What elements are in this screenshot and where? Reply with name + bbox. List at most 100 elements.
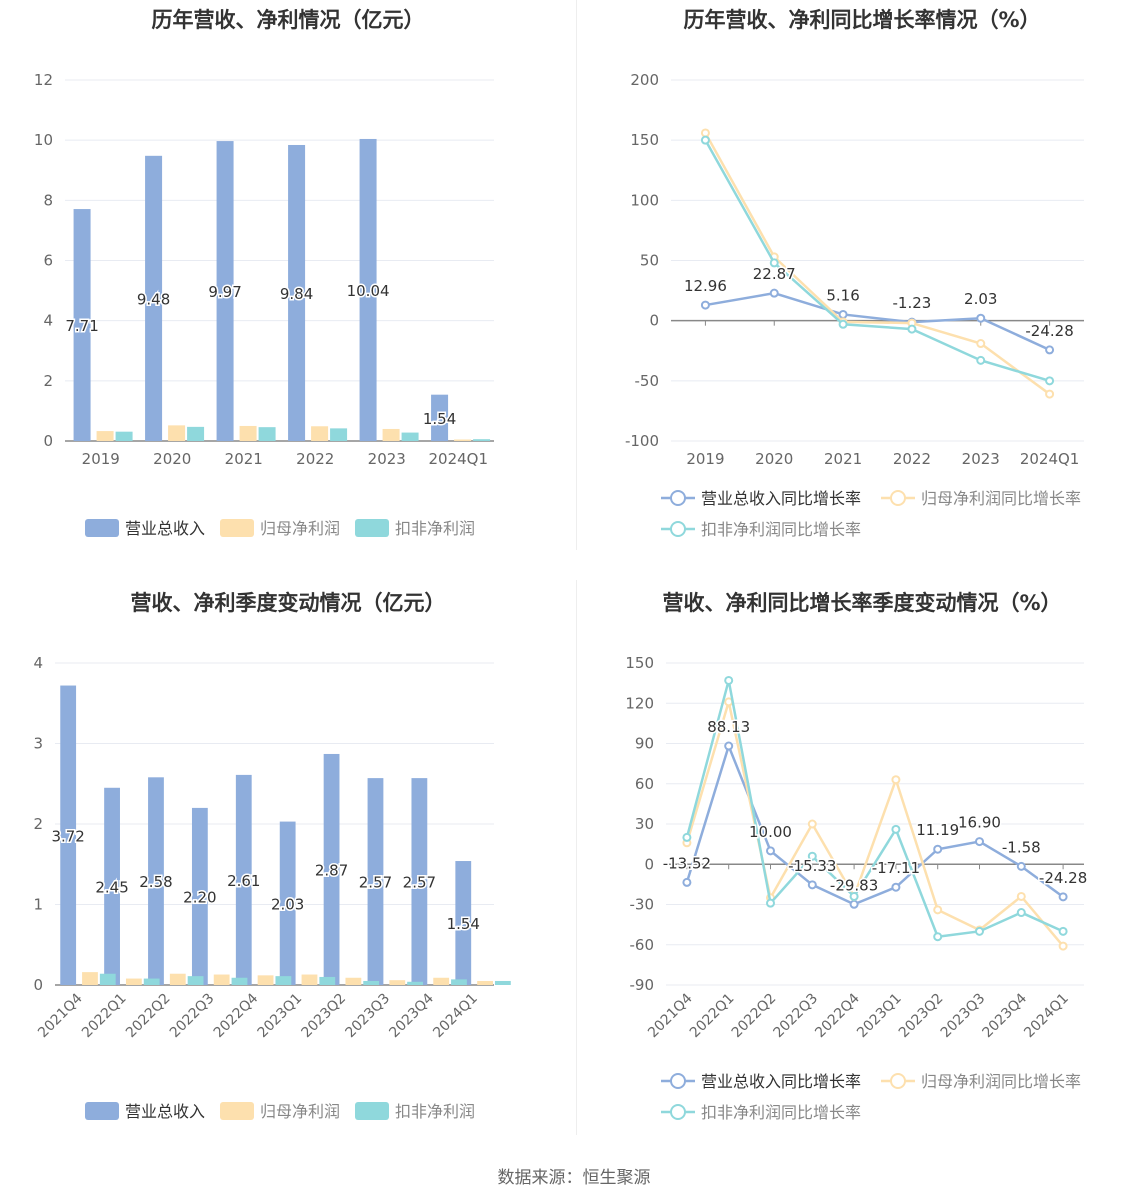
y-tick-label: -30 xyxy=(630,896,655,914)
data-point xyxy=(1045,376,1055,386)
bar-net-profit xyxy=(257,975,274,985)
data-label: -13.52 xyxy=(663,854,711,872)
bar-net-profit xyxy=(82,972,98,985)
y-tick-label: 12 xyxy=(34,71,53,89)
bar-revenue xyxy=(411,778,428,985)
chart-title: 历年营收、净利情况（亿元） xyxy=(151,8,425,32)
quarterly-amounts-chart: 012342021Q42022Q12022Q22022Q32022Q42023Q… xyxy=(33,654,511,1121)
data-label: 2.58 xyxy=(139,873,172,891)
bar-revenue xyxy=(216,141,234,442)
bar-revenue xyxy=(145,155,163,441)
x-tick-label: 2022Q2 xyxy=(123,991,174,1042)
data-label: -29.83 xyxy=(830,876,878,894)
data-point xyxy=(1045,389,1055,399)
data-label: -15.33 xyxy=(788,857,836,875)
data-label: 5.16 xyxy=(826,286,859,304)
data-point xyxy=(766,898,775,908)
legend-label: 营业总收入同比增长率 xyxy=(701,489,861,508)
y-tick-label: -60 xyxy=(630,936,655,954)
data-point xyxy=(1016,891,1026,901)
data-point xyxy=(724,675,734,685)
x-tick-label: 2022Q1 xyxy=(687,991,738,1042)
bar-revenue xyxy=(104,787,120,985)
data-source-note: 数据来源：恒生聚源 xyxy=(497,1168,651,1188)
data-label: -24.28 xyxy=(1039,869,1087,887)
bar-deducted-profit xyxy=(319,976,336,985)
x-tick-label: 2023Q4 xyxy=(980,990,1031,1041)
bar-net-profit xyxy=(301,974,318,985)
legend-label: 营业总收入同比增长率 xyxy=(701,1072,861,1091)
data-label: 10.04 xyxy=(347,282,390,300)
data-point xyxy=(700,128,710,138)
bar-revenue xyxy=(279,821,296,985)
annual-growth-panel: 历年营收、净利同比增长率情况（%） -100 -50 0 50 100 150 200 201… xyxy=(576,0,1148,560)
x-tick-label: 2023 xyxy=(368,450,406,468)
legend-swatch-marker xyxy=(670,1073,686,1089)
bar-deducted-profit xyxy=(473,439,491,441)
data-point xyxy=(975,926,984,936)
data-label: -17.11 xyxy=(872,859,920,877)
data-point xyxy=(724,741,734,751)
x-tick-label: 2019 xyxy=(686,450,724,468)
bar-net-profit xyxy=(168,425,186,441)
y-tick-label: 4 xyxy=(33,654,43,672)
bar-deducted-profit xyxy=(275,976,292,985)
y-tick-label: 1 xyxy=(33,896,43,914)
x-tick-label: 2022 xyxy=(893,450,931,468)
quarterly-growth-panel: 营收、净利同比增长率季度变动情况（%） -90 -60 -30 0 30 60 90 120 1… xyxy=(576,575,1148,1145)
bar-net-profit xyxy=(382,428,400,441)
x-tick-label: 2022Q4 xyxy=(812,990,863,1041)
x-tick-label: 2023Q2 xyxy=(299,991,350,1042)
quarterly-amounts-panel: 营收、净利季度变动情况（亿元） 0 1 2 3 4 2021Q4 2022Q1 2022Q2 2… xyxy=(0,575,576,1145)
y-tick-label: 0 xyxy=(649,312,659,330)
data-label: 16.90 xyxy=(958,814,1001,832)
data-point xyxy=(891,882,901,892)
data-point xyxy=(1045,345,1055,355)
chart-title: 历年营收、净利同比增长率情况（%） xyxy=(683,8,1041,32)
bar-revenue xyxy=(235,774,252,985)
data-point xyxy=(807,880,817,890)
bar-revenue xyxy=(323,753,340,985)
legend-swatch-marker xyxy=(890,1073,906,1089)
data-label: -1.58 xyxy=(1002,838,1041,856)
y-tick-label: 10 xyxy=(34,131,53,149)
data-point xyxy=(700,135,710,145)
bar-net-profit xyxy=(169,973,186,985)
y-tick-label: 8 xyxy=(43,191,53,209)
bar-deducted-profit xyxy=(115,431,133,441)
vertical-divider-top xyxy=(576,0,577,550)
y-tick-label: 200 xyxy=(630,71,659,89)
legend-swatch xyxy=(85,1102,119,1120)
data-point xyxy=(769,288,779,298)
y-tick-label: 2 xyxy=(43,372,53,390)
data-label: 11.19 xyxy=(916,821,959,839)
data-point xyxy=(907,324,917,334)
x-tick-label: 2024Q1 xyxy=(1020,450,1080,468)
legend-label: 扣非净利润 xyxy=(395,1102,475,1121)
legend-label: 扣非净利润同比增长率 xyxy=(701,520,861,539)
bar-revenue xyxy=(367,778,384,985)
y-tick-label: 0 xyxy=(33,976,43,994)
legend-label: 扣非净利润 xyxy=(395,519,475,538)
x-tick-label: 2021Q4 xyxy=(645,990,696,1041)
x-tick-label: 2024Q1 xyxy=(1021,991,1072,1042)
data-point xyxy=(891,775,901,785)
x-tick-label: 2023Q2 xyxy=(896,991,947,1042)
data-point xyxy=(838,309,848,319)
legend-swatch-marker xyxy=(670,521,686,537)
legend-swatch-marker xyxy=(670,1104,686,1120)
x-tick-label: 2024Q1 xyxy=(430,991,481,1042)
data-point xyxy=(891,824,901,834)
y-tick-label: 4 xyxy=(43,312,53,330)
bar-deducted-profit xyxy=(231,977,248,985)
legend-swatch xyxy=(355,1102,389,1120)
bar-net-profit xyxy=(345,977,362,985)
bar-net-profit xyxy=(389,980,406,985)
bar-revenue xyxy=(191,807,208,985)
y-tick-label: -100 xyxy=(625,432,659,450)
data-label: 2.45 xyxy=(95,878,128,896)
x-tick-label: 2020 xyxy=(755,450,793,468)
legend-swatch-marker xyxy=(670,490,686,506)
vertical-divider-bottom xyxy=(576,580,577,1135)
bar-net-profit xyxy=(454,439,472,441)
